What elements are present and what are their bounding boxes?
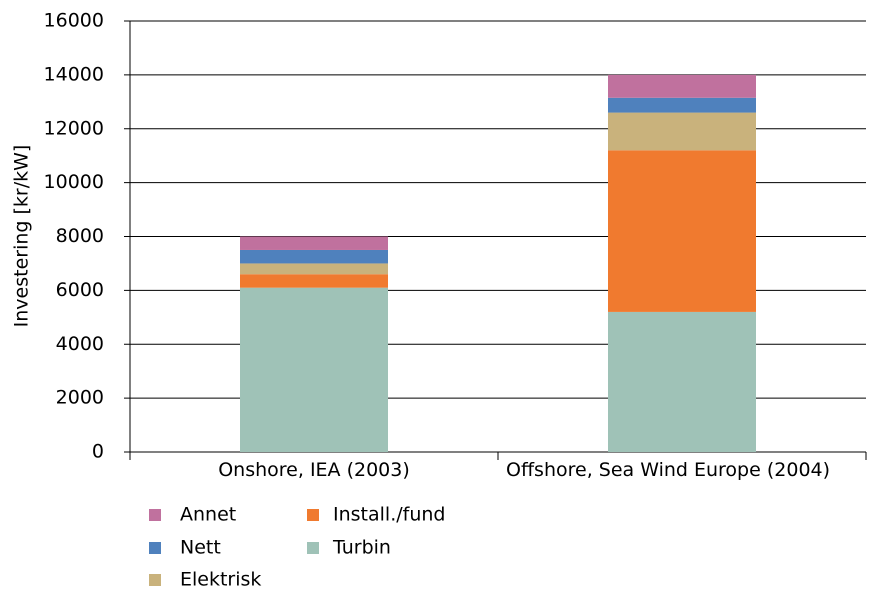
y-tick-label: 14000 — [44, 63, 104, 85]
legend-marker — [307, 509, 319, 521]
bar-segment — [608, 97, 756, 113]
y-tick-label: 8000 — [56, 225, 104, 247]
y-axis-label: Investering [kr/kW] — [11, 145, 33, 328]
bar-segment — [608, 112, 756, 151]
legend-label: Annet — [180, 504, 236, 526]
bar-segment — [240, 249, 388, 264]
y-tick-label: 0 — [92, 441, 104, 463]
bar-segment — [240, 287, 388, 452]
bar-segment — [240, 263, 388, 275]
x-tick-label: Offshore, Sea Wind Europe (2004) — [506, 459, 831, 481]
y-tick-label: 6000 — [56, 279, 104, 301]
bar-segment — [240, 274, 388, 288]
legend-marker — [307, 542, 319, 554]
bar-segment — [608, 311, 756, 452]
y-tick-label: 10000 — [44, 171, 104, 193]
bar-segment — [608, 74, 756, 98]
bar-segment — [240, 236, 388, 250]
legend-label: Elektrisk — [180, 569, 261, 591]
legend-marker — [149, 574, 161, 586]
legend-label: Nett — [180, 537, 221, 559]
x-tick-label: Onshore, IEA (2003) — [218, 459, 410, 481]
bar-segment — [608, 150, 756, 312]
y-tick-label: 12000 — [44, 117, 104, 139]
legend-label: Install./fund — [333, 504, 445, 526]
legend-marker — [149, 509, 161, 521]
legend-marker — [149, 542, 161, 554]
legend-label: Turbin — [332, 537, 391, 559]
y-tick-label: 4000 — [56, 333, 104, 355]
y-tick-label: 16000 — [44, 10, 104, 32]
y-tick-label: 2000 — [56, 387, 104, 409]
